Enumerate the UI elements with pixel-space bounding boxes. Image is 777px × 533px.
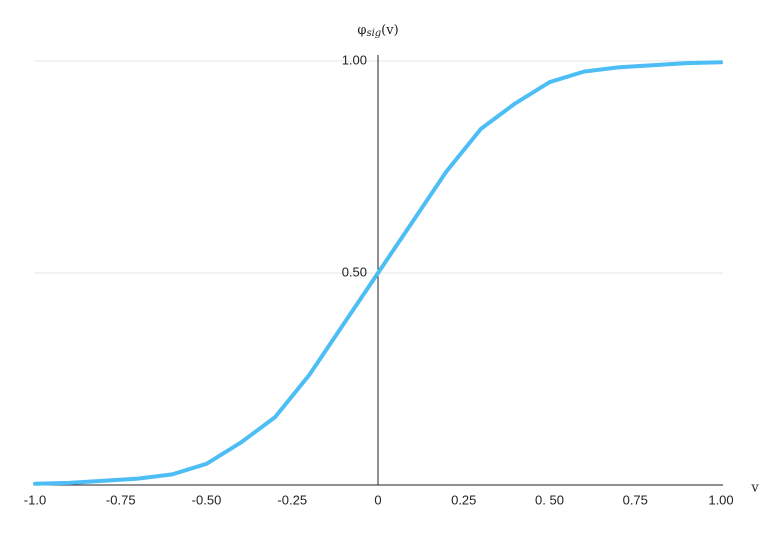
x-axis-label: v [750, 481, 759, 496]
y-axis-label: φsig(v) [357, 23, 398, 39]
x-tick-label: 0. 50 [535, 492, 564, 507]
y-label-base: φ [357, 23, 366, 38]
y-tick-label: 0.50 [342, 264, 367, 279]
line-series [33, 60, 723, 486]
y-tick-label: 1.00 [342, 52, 367, 67]
x-tick-label: 0.25 [451, 492, 476, 507]
x-tick-label: 1.00 [708, 492, 733, 507]
x-tick-label: -0.75 [106, 492, 136, 507]
x-tick-label: -1.0 [24, 492, 46, 507]
y-label-rest: (v) [381, 23, 399, 38]
x-tick-label: 0.75 [623, 492, 648, 507]
x-tick-label: 0 [374, 492, 381, 507]
x-tick-label: -0.50 [192, 492, 222, 507]
y-label-sub: sig [366, 28, 381, 39]
x-tick-label: -0.25 [277, 492, 307, 507]
